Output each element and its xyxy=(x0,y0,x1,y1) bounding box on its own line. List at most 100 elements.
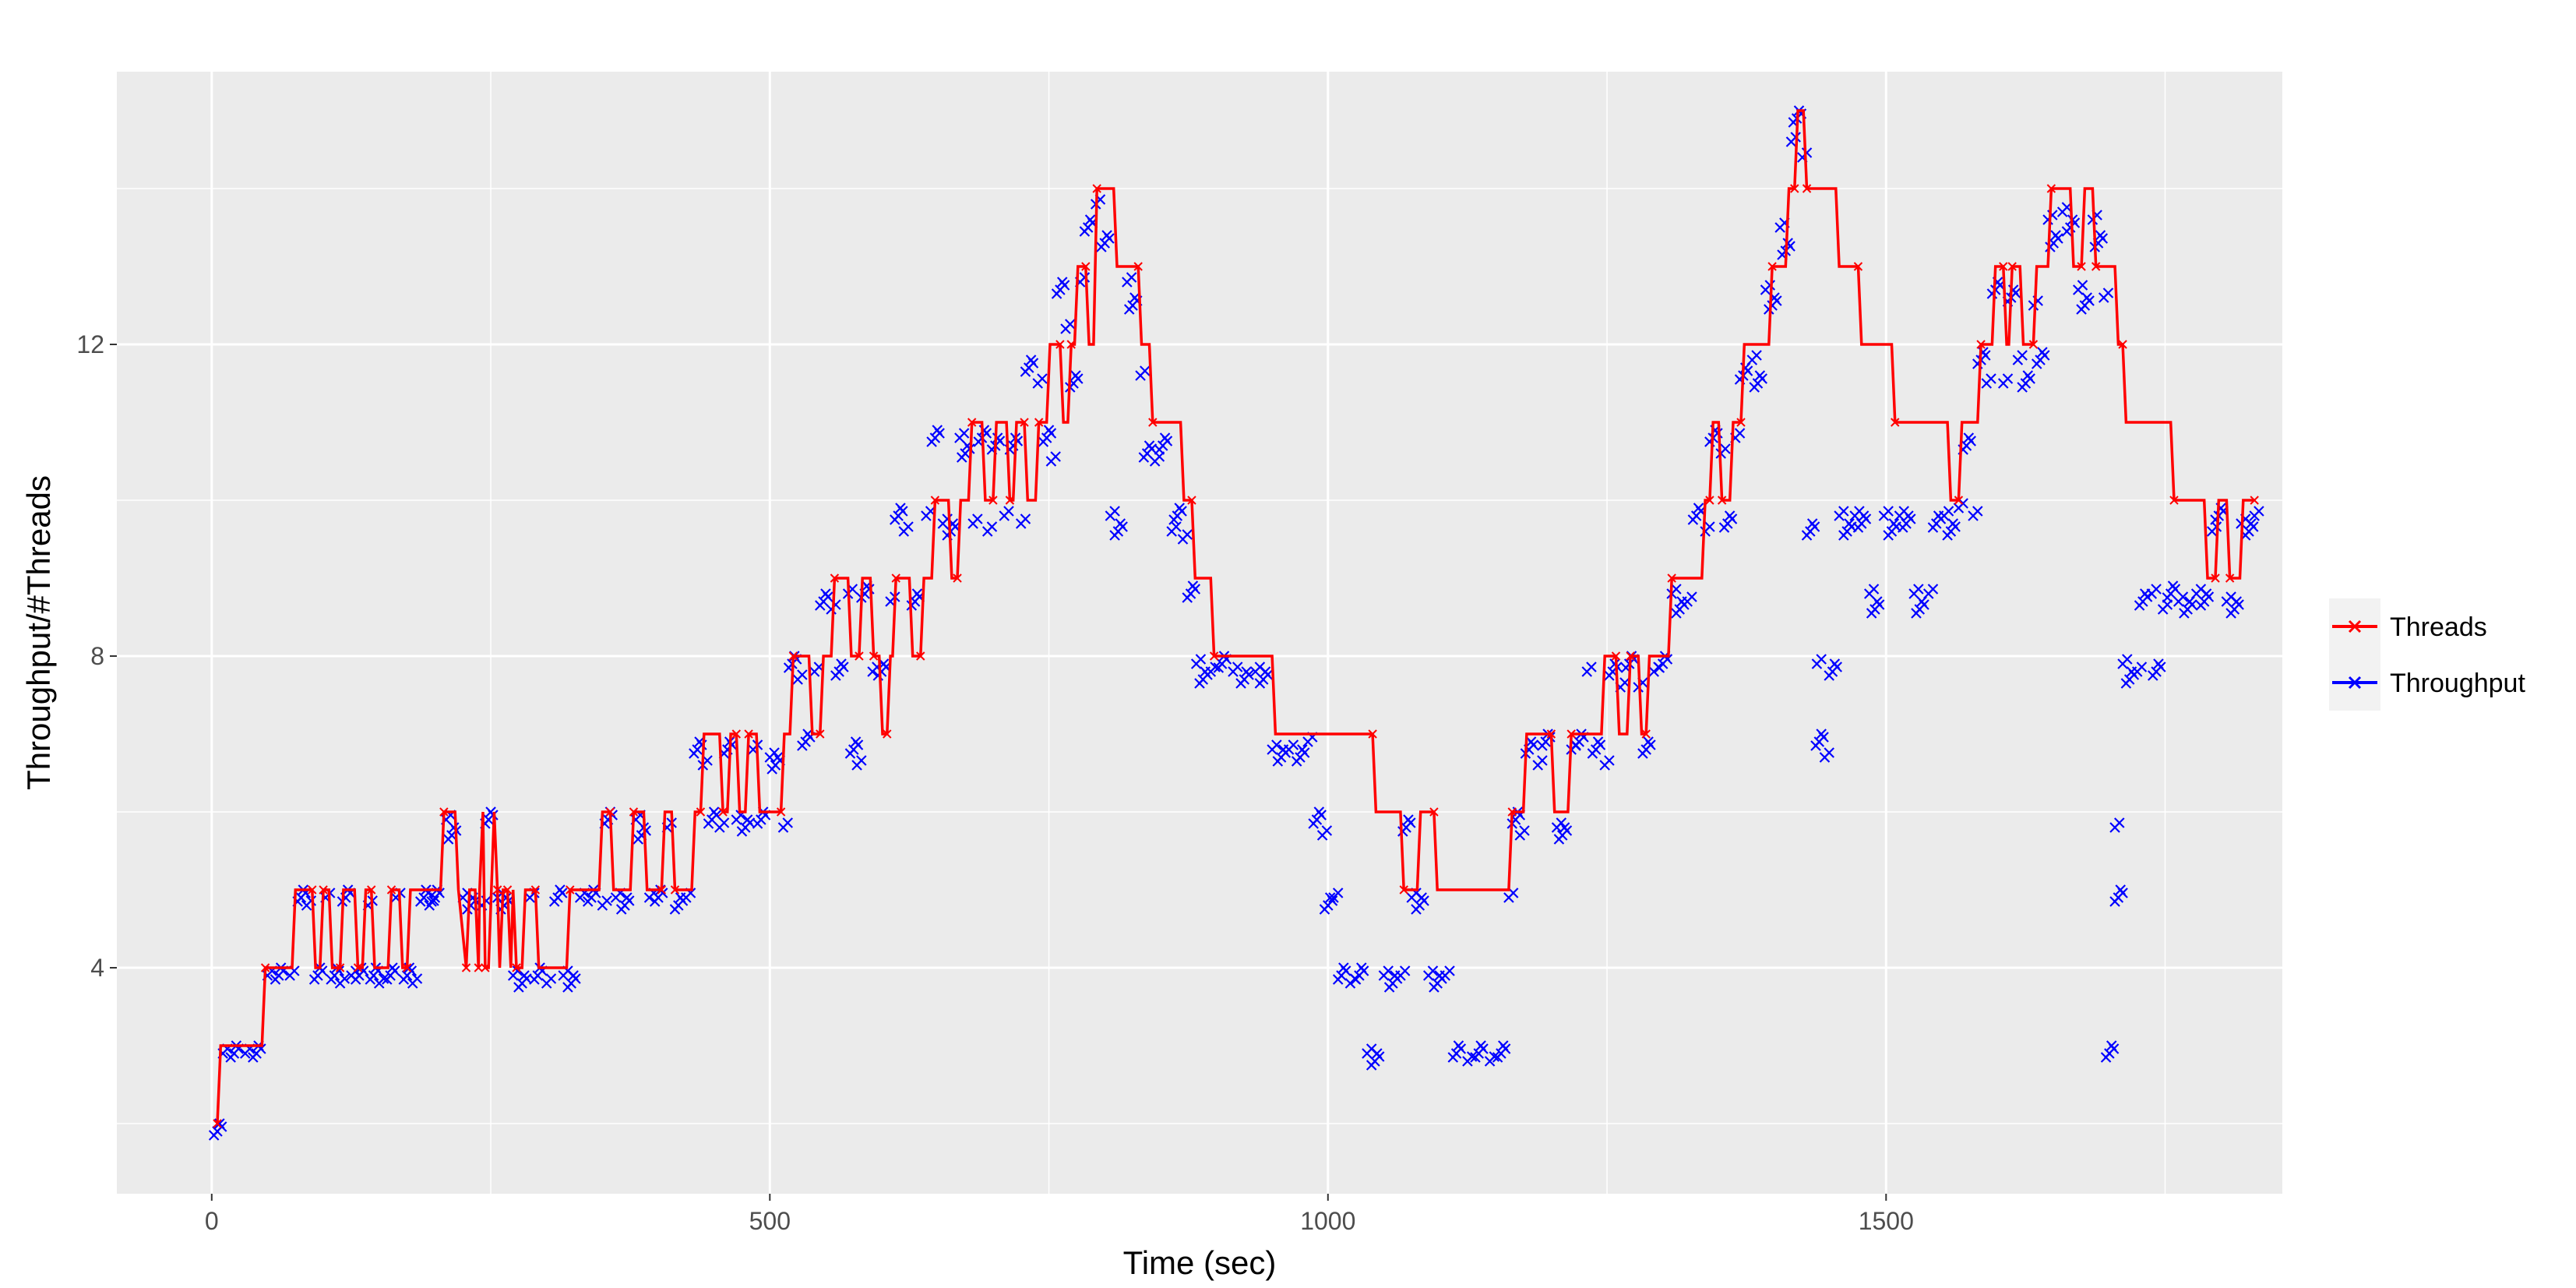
legend: Threads Throughput xyxy=(2329,598,2525,711)
throughput-point xyxy=(2201,588,2212,599)
throughput-point xyxy=(1570,740,1581,751)
throughput-point xyxy=(1858,510,1869,521)
threads-point xyxy=(1399,885,1408,895)
throughput-point xyxy=(633,834,643,845)
throughput-point xyxy=(1470,1052,1481,1063)
throughput-point xyxy=(1704,521,1715,532)
threads-point xyxy=(2007,262,2017,271)
throughput-point xyxy=(890,514,900,525)
throughput-point xyxy=(513,982,524,993)
throughput-point xyxy=(208,1130,220,1141)
x-tick-label: 500 xyxy=(749,1207,791,1235)
throughput-point xyxy=(1168,514,1179,525)
threads-point xyxy=(1081,262,1091,271)
throughput-point xyxy=(1051,288,1062,299)
throughput-point xyxy=(1801,147,1813,158)
throughput-point xyxy=(1056,277,1068,288)
threads-point xyxy=(1626,651,1635,661)
threads-point xyxy=(788,651,798,661)
threads-point xyxy=(1566,729,1576,739)
throughput-point xyxy=(1338,962,1349,973)
throughput-point xyxy=(1020,366,1031,377)
throughput-point xyxy=(548,896,560,907)
throughput-point xyxy=(1037,373,1048,384)
throughput-point xyxy=(2050,230,2061,241)
throughput-point xyxy=(1213,662,1225,673)
threads-point xyxy=(1641,729,1651,739)
throughput-point xyxy=(1324,892,1336,903)
throughput-point xyxy=(1866,608,1877,619)
threads-point xyxy=(1891,418,1900,427)
throughput-point xyxy=(1416,892,1427,903)
throughput-point xyxy=(1643,736,1654,747)
throughput-point xyxy=(1138,452,1150,463)
throughput-point xyxy=(1986,373,1996,384)
threads-point xyxy=(492,885,502,895)
throughput-point xyxy=(1159,432,1171,443)
threads-point xyxy=(1767,262,1777,271)
major-grid xyxy=(117,72,2282,1194)
throughput-point xyxy=(1403,814,1414,825)
throughput-point xyxy=(2017,382,2028,393)
throughput-point xyxy=(1671,584,1682,595)
threads-point xyxy=(891,573,900,583)
threads-point xyxy=(744,729,753,739)
throughput-point xyxy=(1195,654,1207,665)
throughput-point xyxy=(1537,740,1548,751)
throughput-point xyxy=(1829,658,1841,669)
throughput-point xyxy=(1872,596,1883,607)
throughput-point xyxy=(462,904,473,915)
throughput-point xyxy=(305,895,317,906)
throughput-point xyxy=(1453,1040,1464,1051)
throughput-point xyxy=(382,974,393,985)
threads-point xyxy=(2118,340,2127,349)
throughput-point xyxy=(1972,506,1983,517)
x-tick-label: 1500 xyxy=(1859,1207,1914,1235)
throughput-point xyxy=(1129,292,1140,303)
series-layer xyxy=(208,105,2264,1141)
minor-grid xyxy=(117,72,2282,1194)
throughput-point xyxy=(1816,729,1827,739)
throughput-point xyxy=(1003,506,1014,517)
threads-point xyxy=(930,496,940,505)
threads-point xyxy=(1429,807,1439,817)
x-axis: 0 500 1000 1500 xyxy=(205,1194,1914,1235)
throughput-point xyxy=(1883,506,1894,517)
throughput-point xyxy=(2151,584,2162,595)
throughput-point xyxy=(958,428,970,439)
threads-point xyxy=(816,729,825,739)
threads-point xyxy=(402,963,412,972)
throughput-point xyxy=(248,1052,259,1063)
threads-point xyxy=(670,885,680,895)
threads-point xyxy=(2028,340,2039,349)
throughput-point xyxy=(1693,503,1704,513)
threads-point xyxy=(353,963,363,972)
throughput-point xyxy=(1537,755,1548,766)
threads-point xyxy=(2225,573,2235,583)
throughput-point xyxy=(2109,896,2120,907)
throughput-point xyxy=(1332,887,1344,898)
threads-point xyxy=(335,963,345,972)
throughput-point xyxy=(1492,1052,1503,1063)
throughput-point xyxy=(1824,670,1834,681)
throughput-point xyxy=(2122,654,2133,665)
throughput-point xyxy=(308,974,320,985)
throughput-point xyxy=(797,740,808,751)
threads-point xyxy=(2211,573,2220,583)
throughput-point xyxy=(378,973,389,984)
threads-point xyxy=(2169,496,2179,505)
throughput-point xyxy=(2134,600,2145,611)
throughput-point xyxy=(769,747,780,758)
threads-point xyxy=(1667,573,1676,583)
throughput-point xyxy=(1101,230,1112,241)
throughput-point xyxy=(1140,365,1151,376)
throughput-point xyxy=(1447,1052,1459,1063)
throughput-point xyxy=(1383,982,1395,993)
throughput-point xyxy=(1958,498,1968,509)
throughput-point xyxy=(1356,962,1367,973)
y-tick-label: 4 xyxy=(90,954,104,982)
throughput-point xyxy=(1254,678,1266,689)
throughput-point xyxy=(1308,818,1319,829)
threads-point xyxy=(367,885,376,895)
threads-point xyxy=(718,807,728,817)
